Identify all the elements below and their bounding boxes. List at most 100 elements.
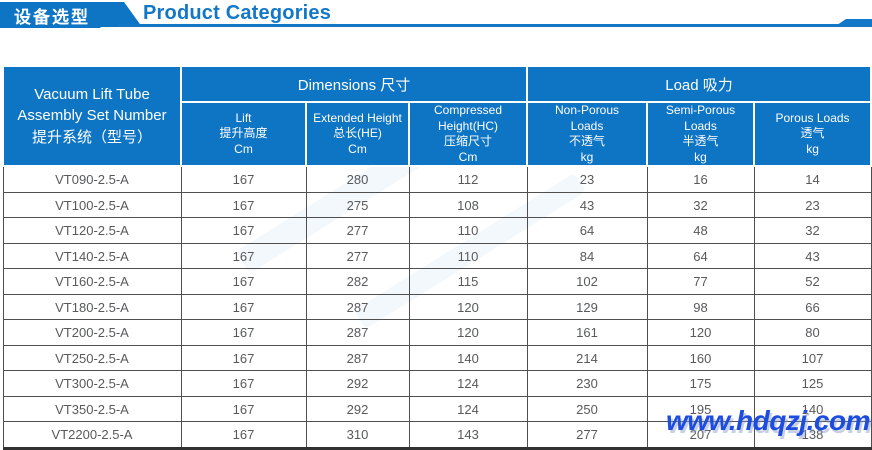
- header-rule: [118, 24, 872, 27]
- value-cell: 167: [180, 421, 307, 450]
- model-cell: VT140-2.5-A: [2, 242, 182, 270]
- value-cell: 84: [526, 242, 648, 270]
- value-cell: 108: [408, 191, 528, 219]
- value-cell: 310: [305, 421, 410, 450]
- model-cell: VT180-2.5-A: [2, 293, 182, 321]
- value-cell: 292: [305, 370, 410, 397]
- value-cell: 292: [305, 395, 410, 423]
- value-cell: 160: [646, 344, 755, 372]
- value-cell: 77: [646, 268, 755, 295]
- table-body: VT090-2.5-A 167 280 112 23 16 14 VT100-2.5-A 167…: [2, 165, 872, 450]
- value-cell: 32: [753, 217, 872, 244]
- value-cell: 167: [180, 293, 307, 321]
- column-header-non-porous-loads: Non-Porous Loads 不透气 kg: [526, 100, 649, 168]
- value-cell: 80: [753, 319, 872, 346]
- value-cell: 120: [408, 293, 528, 321]
- value-cell: 110: [408, 242, 528, 270]
- table-row: VT200-2.5-A 167 287 120 161 120 80: [2, 319, 872, 346]
- value-cell: 43: [753, 242, 872, 270]
- value-cell: 287: [305, 344, 410, 372]
- column-group-row: Vacuum Lift Tube Assembly Set Number 提升系…: [2, 64, 872, 168]
- value-cell: 23: [753, 191, 872, 219]
- value-cell: 167: [180, 370, 307, 397]
- table-row: VT090-2.5-A 167 280 112 23 16 14: [2, 165, 872, 193]
- value-cell: 120: [408, 319, 528, 346]
- value-cell: 107: [753, 344, 872, 372]
- column-header-lift: Lift 提升高度 Cm: [180, 100, 307, 168]
- value-cell: 66: [753, 293, 872, 321]
- column-subheader-row: Lift 提升高度 Cm Extended Height 总长(HE) Cm C…: [3, 100, 872, 168]
- value-cell: 32: [646, 191, 755, 219]
- table-row: VT160-2.5-A 167 282 115 102 77 52: [2, 268, 872, 295]
- product-spec-table: Vacuum Lift Tube Assembly Set Number 提升系…: [2, 64, 872, 450]
- table-row: VT180-2.5-A 167 287 120 129 98 66: [2, 293, 872, 321]
- header-rule-end: [834, 19, 872, 27]
- table-row: VT300-2.5-A 167 292 124 230 175 125: [2, 370, 872, 397]
- value-cell: 124: [408, 395, 528, 423]
- table-row: VT120-2.5-A 167 277 110 64 48 32: [2, 217, 872, 244]
- column-header-semi-porous-loads: Semi-Porous Loads 半透气 kg: [646, 100, 756, 168]
- model-cell: VT350-2.5-A: [2, 395, 182, 423]
- model-cell: VT160-2.5-A: [2, 268, 182, 295]
- table-header: Vacuum Lift Tube Assembly Set Number 提升系…: [2, 64, 872, 168]
- column-header-porous-loads: Porous Loads 透气 kg: [753, 100, 872, 168]
- model-cell: VT2200-2.5-A: [2, 421, 182, 450]
- value-cell: 277: [305, 242, 410, 270]
- value-cell: 287: [305, 319, 410, 346]
- value-cell: 282: [305, 268, 410, 295]
- value-cell: 230: [526, 370, 648, 397]
- value-cell: 112: [408, 165, 528, 193]
- model-cell: VT300-2.5-A: [2, 370, 182, 397]
- table-row: VT100-2.5-A 167 275 108 43 32 23: [2, 191, 872, 219]
- value-cell: 275: [305, 191, 410, 219]
- value-cell: 287: [305, 293, 410, 321]
- value-cell: 167: [180, 268, 307, 295]
- value-cell: 14: [753, 165, 872, 193]
- site-watermark: www.hdqzj.com: [665, 405, 871, 436]
- model-cell: VT120-2.5-A: [2, 217, 182, 244]
- value-cell: 143: [408, 421, 528, 450]
- section-badge-label: 设备选型: [14, 7, 90, 27]
- section-badge: 设备选型: [0, 2, 124, 28]
- table-row: VT350-2.5-A 167 292 124 250 195 140: [2, 395, 872, 423]
- value-cell: 64: [526, 217, 648, 244]
- value-cell: 167: [180, 191, 307, 219]
- value-cell: 167: [180, 344, 307, 372]
- value-cell: 140: [408, 344, 528, 372]
- section-header: 设备选型 Product Categories: [0, 0, 872, 30]
- value-cell: 167: [180, 242, 307, 270]
- column-header-assembly-set-number: Vacuum Lift Tube Assembly Set Number 提升系…: [2, 64, 182, 168]
- model-cell: VT200-2.5-A: [2, 319, 182, 346]
- page-title: Product Categories: [143, 2, 332, 24]
- table-row: VT250-2.5-A 167 287 140 214 160 107: [2, 344, 872, 372]
- model-cell: VT090-2.5-A: [2, 165, 182, 193]
- value-cell: 214: [526, 344, 648, 372]
- value-cell: 115: [408, 268, 528, 295]
- column-header-extended-height: Extended Height 总长(HE) Cm: [305, 100, 410, 168]
- value-cell: 16: [646, 165, 755, 193]
- value-cell: 48: [646, 217, 755, 244]
- value-cell: 277: [526, 421, 648, 450]
- value-cell: 167: [180, 395, 307, 423]
- model-cell: VT250-2.5-A: [2, 344, 182, 372]
- value-cell: 175: [646, 370, 755, 397]
- value-cell: 64: [646, 242, 755, 270]
- column-group-load: Load 吸力: [526, 65, 872, 103]
- value-cell: 280: [305, 165, 410, 193]
- table-row: VT140-2.5-A 167 277 110 84 64 43: [2, 242, 872, 270]
- value-cell: 129: [526, 293, 648, 321]
- column-group-dimensions: Dimensions 尺寸: [179, 65, 529, 103]
- value-cell: 125: [753, 370, 872, 397]
- value-cell: 161: [526, 319, 648, 346]
- value-cell: 167: [180, 217, 307, 244]
- value-cell: 110: [408, 217, 528, 244]
- value-cell: 43: [526, 191, 648, 219]
- model-cell: VT100-2.5-A: [2, 191, 182, 219]
- column-header-compressed-height: Compressed Height(HC) 压缩尺寸 Cm: [407, 100, 529, 168]
- value-cell: 23: [526, 165, 648, 193]
- value-cell: 124: [408, 370, 528, 397]
- value-cell: 277: [305, 217, 410, 244]
- value-cell: 120: [646, 319, 755, 346]
- value-cell: 52: [753, 268, 872, 295]
- value-cell: 250: [526, 395, 648, 423]
